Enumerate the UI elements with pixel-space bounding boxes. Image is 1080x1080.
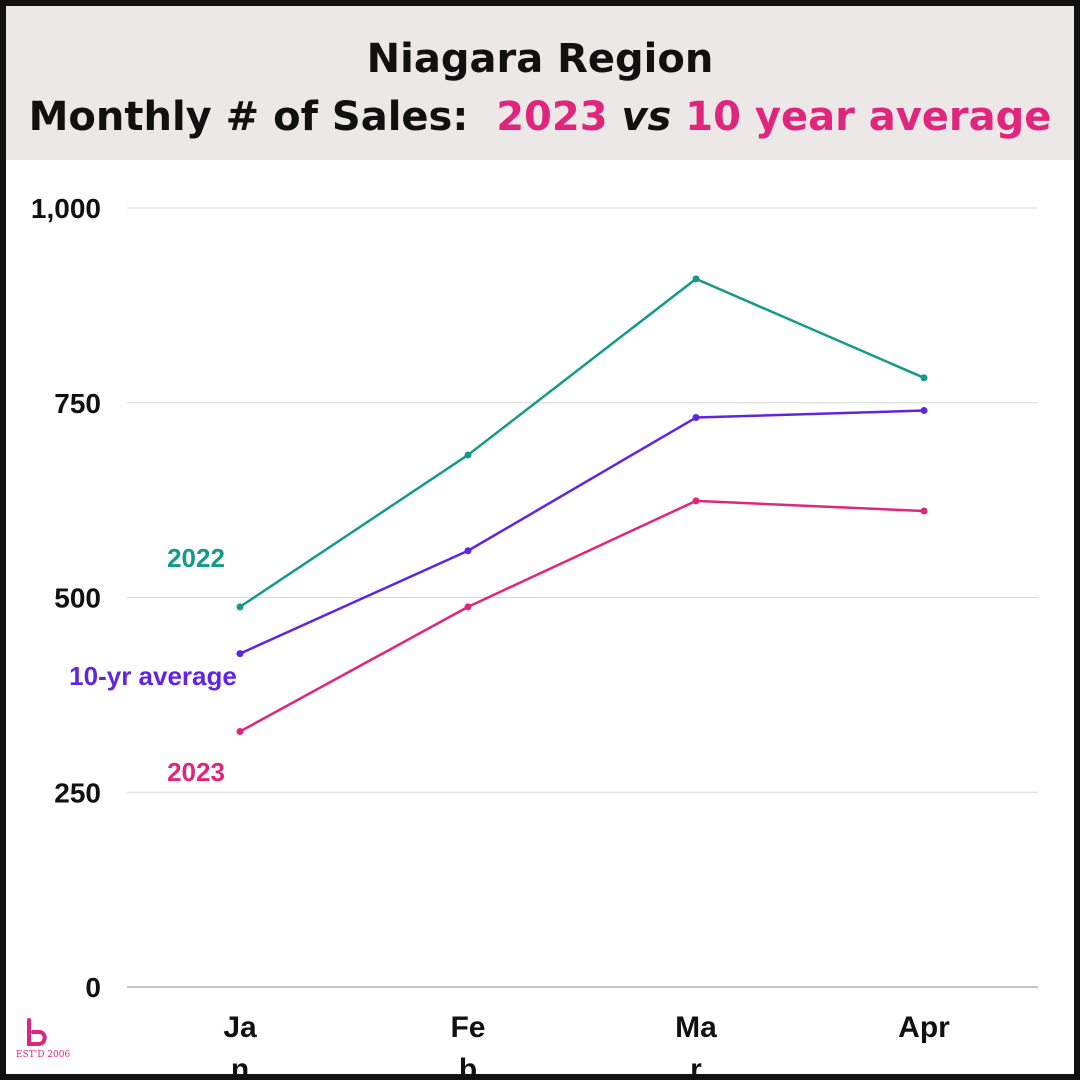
y-tick-label: 250 <box>54 777 101 808</box>
series-2022-line <box>239 277 925 608</box>
data-point <box>920 407 928 415</box>
title-banner: Niagara Region Monthly # of Sales: 2023 … <box>6 6 1074 160</box>
series-10yr-average-line <box>239 409 925 655</box>
y-axis-ticks: 0 250 500 750 1,000 <box>31 193 101 1003</box>
data-point <box>464 603 472 611</box>
x-tick-label: Ja n <box>223 1011 257 1080</box>
y-tick-label: 1,000 <box>31 193 101 224</box>
title-year: 2023 <box>496 94 608 140</box>
y-tick-label: 750 <box>54 388 101 419</box>
chart-title-subtitle: Monthly # of Sales: 2023 vs 10 year aver… <box>6 94 1074 140</box>
data-point <box>464 451 472 459</box>
data-point <box>692 497 700 505</box>
data-point <box>692 414 700 422</box>
data-point <box>692 275 700 283</box>
series-labels: 2022 10-yr average 2023 <box>69 543 237 787</box>
data-point <box>464 547 472 555</box>
series-label-2022: 2022 <box>167 543 225 573</box>
x-axis-ticks: Ja n Fe b Ma r Apr <box>223 1011 950 1080</box>
data-point <box>920 374 928 382</box>
title-average: 10 year average <box>685 94 1052 140</box>
y-tick-label: 0 <box>85 972 101 1003</box>
title-prefix: Monthly # of Sales: <box>28 94 469 140</box>
series-lines <box>236 275 928 735</box>
y-tick-label: 500 <box>54 583 101 614</box>
logo-established-text: EST'D 2006 <box>16 1050 71 1060</box>
series-2023-line <box>239 499 925 733</box>
data-point <box>236 727 244 735</box>
gridlines <box>127 207 1038 988</box>
data-point <box>236 650 244 658</box>
logo-b-icon <box>27 1018 47 1046</box>
x-tick-label: Fe b <box>450 1011 485 1080</box>
data-point <box>236 603 244 611</box>
data-point <box>920 507 928 515</box>
x-tick-label: Ma r <box>675 1011 717 1080</box>
brand-logo: EST'D 2006 <box>16 1018 70 1066</box>
chart-title-region: Niagara Region <box>366 36 714 82</box>
series-label-10yr-average: 10-yr average <box>69 661 237 691</box>
series-label-2023: 2023 <box>167 757 225 787</box>
title-vs: vs <box>621 94 672 140</box>
x-tick-label: Apr <box>898 1011 950 1044</box>
